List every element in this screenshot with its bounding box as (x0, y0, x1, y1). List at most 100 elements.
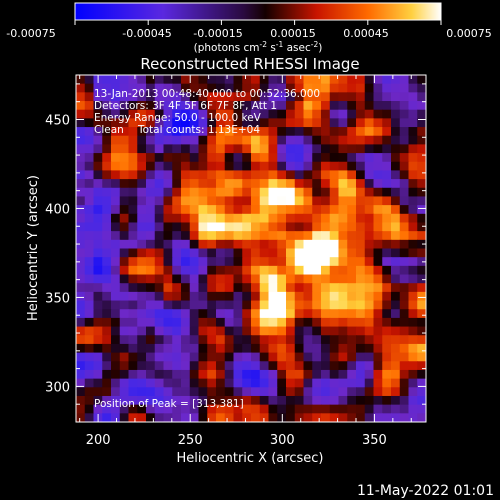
heatmap-cell (312, 317, 322, 328)
heatmap-cell (408, 92, 418, 102)
heatmap-cell (321, 378, 331, 388)
heatmap-cell (329, 161, 340, 172)
heatmap-cell (382, 196, 392, 206)
heatmap-cell (399, 335, 410, 345)
heatmap-cell (172, 144, 182, 154)
heatmap-cell (224, 101, 235, 111)
heatmap-cell (111, 404, 121, 414)
heatmap-cell (181, 369, 191, 380)
heatmap-cell (321, 239, 331, 250)
heatmap-cell (93, 205, 103, 215)
heatmap-cell (224, 309, 235, 319)
heatmap-cell (391, 118, 401, 128)
heatmap-cell (76, 274, 86, 284)
heatmap-cell (189, 109, 200, 119)
heatmap-cell (93, 361, 103, 371)
heatmap-cell (76, 127, 86, 137)
heatmap-cell (399, 361, 410, 371)
heatmap-cell (303, 395, 313, 406)
heatmap-cell (146, 352, 156, 362)
heatmap-cell (417, 153, 426, 163)
heatmap-cell (76, 404, 86, 414)
heatmap-cell (251, 196, 261, 206)
heatmap-cell (181, 404, 191, 414)
heatmap-cell (286, 378, 296, 388)
heatmap-cell (216, 231, 226, 241)
heatmap-cell (251, 309, 261, 319)
heatmap-cell (391, 265, 401, 276)
heatmap-cell (338, 265, 348, 276)
heatmap-cell (408, 395, 418, 406)
heatmap-cell (111, 395, 121, 406)
heatmap-cell (277, 378, 287, 388)
heatmap-cell (224, 170, 235, 180)
heatmap-cell (172, 326, 182, 336)
heatmap-cell (338, 369, 348, 380)
heatmap-cell (102, 170, 112, 180)
heatmap-cell (408, 352, 418, 362)
heatmap-cell (163, 404, 173, 414)
heatmap-cell (119, 395, 130, 406)
heatmap-cell (137, 300, 147, 310)
heatmap-cell (93, 248, 103, 258)
heatmap-cell (137, 413, 147, 422)
heatmap-cell (391, 335, 401, 345)
x-tick-label: 300 (270, 433, 295, 448)
heatmap-cell (391, 153, 401, 163)
heatmap-cell (417, 265, 426, 276)
heatmap-cell (76, 378, 86, 388)
heatmap-cell (312, 101, 322, 111)
heatmap-cell (93, 109, 103, 119)
heatmap-cell (399, 161, 410, 172)
heatmap-cell (373, 153, 383, 163)
heatmap-cell (286, 300, 296, 310)
heatmap-cell (356, 127, 366, 137)
heatmap-cell (286, 404, 296, 414)
heatmap-cell (286, 387, 296, 397)
heatmap-cell (242, 135, 252, 145)
heatmap-cell (216, 92, 226, 102)
heatmap-cell (102, 83, 112, 93)
heatmap-cell (111, 127, 121, 137)
heatmap-cell (356, 239, 366, 250)
heatmap-cell (84, 161, 95, 172)
heatmap-cell (111, 369, 121, 380)
heatmap-cell (391, 213, 401, 224)
x-axis-tick-labels: 200 250 300 350 (86, 433, 387, 448)
heatmap-cell (111, 75, 121, 85)
heatmap-cell (364, 170, 375, 180)
heatmap-cell (312, 309, 322, 319)
heatmap-cell (329, 101, 340, 111)
heatmap-cell (321, 335, 331, 345)
heatmap-cell (408, 161, 418, 172)
heatmap-cell (251, 222, 261, 232)
colorbar-tick-label: 0.00015 (270, 27, 316, 40)
heatmap-cell (303, 101, 313, 111)
heatmap-cell (338, 291, 348, 302)
heatmap-cell (356, 265, 366, 276)
heatmap-cell (189, 413, 200, 422)
heatmap-cell (93, 179, 103, 189)
heatmap-cell (373, 413, 383, 422)
heatmap-cell (189, 343, 200, 354)
heatmap-cell (102, 361, 112, 371)
heatmap-cell (233, 361, 243, 371)
heatmap-cell (356, 395, 366, 406)
heatmap-cell (399, 395, 410, 406)
heatmap-cell (224, 395, 235, 406)
heatmap-cell (128, 413, 138, 422)
heatmap-cell (146, 179, 156, 189)
heatmap-cell (364, 109, 375, 119)
heatmap-cell (417, 135, 426, 145)
heatmap-cell (347, 196, 357, 206)
heatmap-cell (154, 413, 165, 422)
heatmap-cell (417, 317, 426, 328)
heatmap-cell (286, 413, 296, 422)
heatmap-cell (198, 205, 208, 215)
heatmap-cell (251, 109, 261, 119)
heatmap-cell (154, 92, 165, 102)
heatmap-cell (111, 248, 121, 258)
heatmap-cell (76, 395, 86, 406)
heatmap-cell (347, 118, 357, 128)
heatmap-cell (356, 161, 366, 172)
